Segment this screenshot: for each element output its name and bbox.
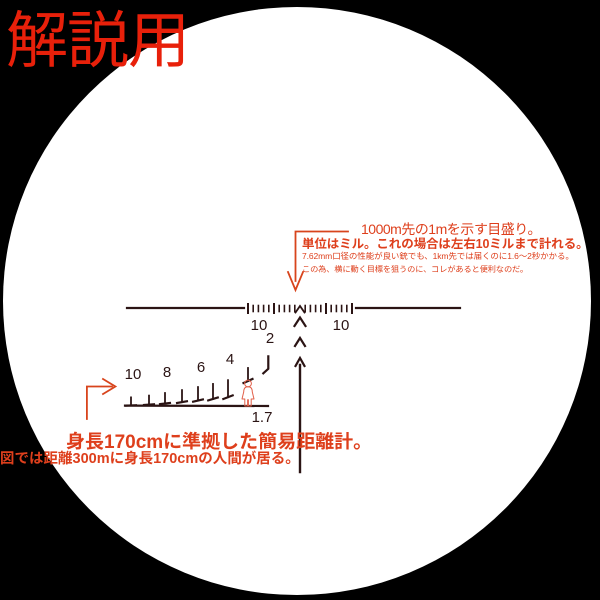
svg-text:2: 2 [266, 330, 274, 347]
svg-text:8: 8 [163, 364, 171, 381]
svg-text:10: 10 [251, 317, 268, 334]
svg-text:4: 4 [226, 351, 234, 368]
svg-text:6: 6 [197, 359, 205, 376]
svg-text:10: 10 [125, 366, 142, 383]
svg-text:1.7: 1.7 [252, 409, 273, 426]
svg-text:10: 10 [333, 317, 350, 334]
